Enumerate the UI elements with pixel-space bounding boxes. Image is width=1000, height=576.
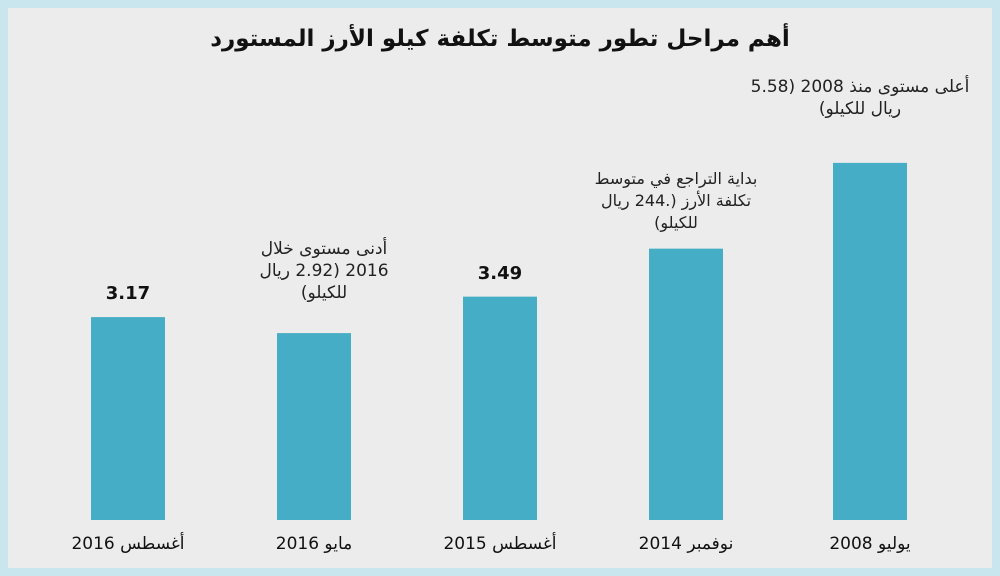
data-label: 3.49 — [477, 262, 523, 284]
x-tick-label: أغسطس 2015 — [443, 534, 557, 554]
bar — [463, 296, 537, 520]
annotation: أدنى مستوى خلال 2016 (2.92 ريال للكيلو) — [259, 239, 389, 303]
chart-title: أهم مراحل تطور متوسط تكلفة كيلو الأرز ال… — [210, 26, 790, 52]
annotation: بداية التراجع في متوسط تكلفة الأرز (.244… — [594, 169, 758, 232]
bar — [91, 317, 165, 520]
x-tick-label: مايو 2016 — [275, 534, 353, 554]
x-tick-label: يوليو 2008 — [829, 534, 911, 554]
annotation: أعلى مستوى منذ 2008 (5.58 ريال للكيلو) — [750, 77, 970, 119]
bar — [277, 333, 351, 520]
data-label: 3.17 — [105, 283, 151, 305]
bar — [649, 248, 723, 520]
x-tick-label: نوفمبر 2014 — [638, 534, 734, 554]
x-tick-label: أغسطس 2016 — [71, 534, 185, 554]
bar — [833, 162, 907, 520]
